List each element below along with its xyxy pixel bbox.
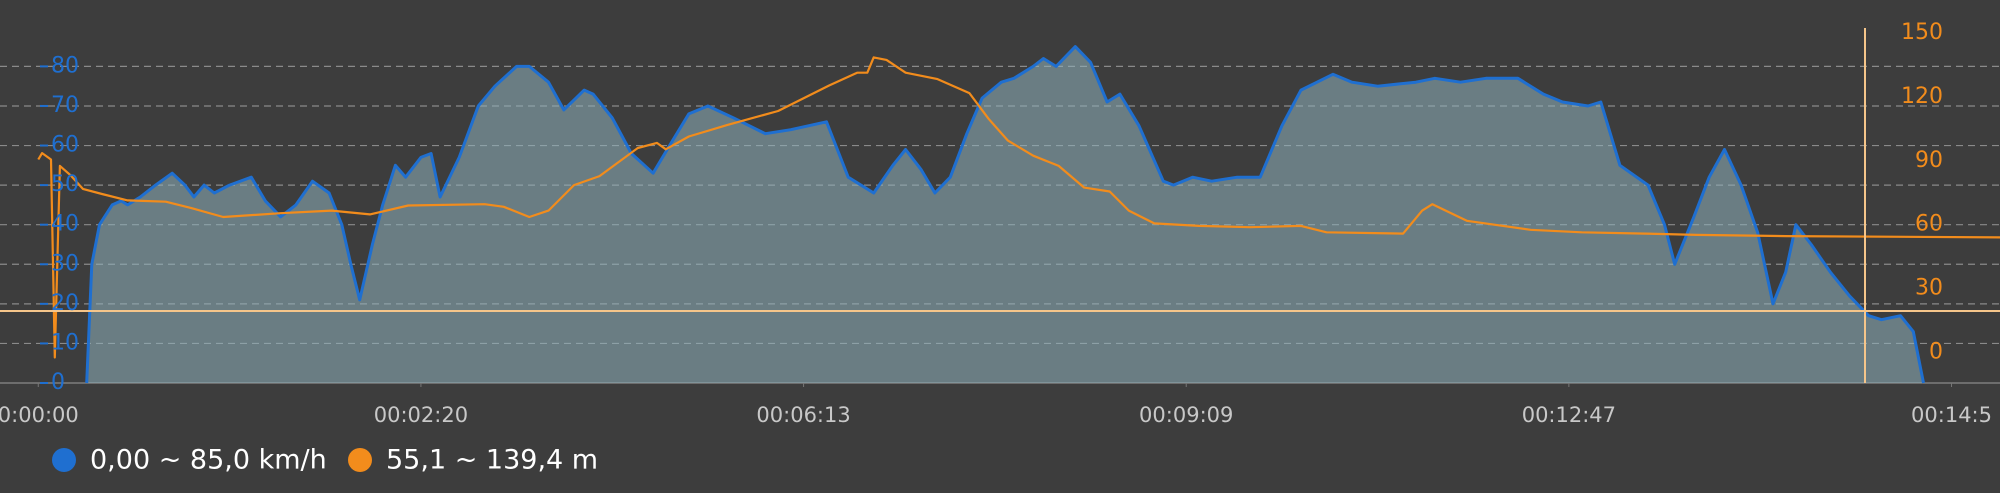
x-tick-label: 0:00:00 (0, 403, 79, 427)
y-tick-label: 80 (51, 53, 79, 78)
y2-tick-label: 120 (1901, 84, 1943, 109)
area (86, 46, 1924, 383)
legend-label: 55,1 ~ 139,4 m (386, 445, 598, 476)
legend: 0,00 ~ 85,0 km/h 55,1 ~ 139,4 m (52, 445, 598, 476)
x-tick-label: 00:12:47 (1522, 403, 1616, 427)
y-tick-label: 20 (51, 291, 79, 316)
y-tick-label: 10 (51, 330, 79, 355)
y2-tick-label: 60 (1915, 212, 1943, 237)
y-tick-label: 70 (51, 93, 79, 118)
x-tick-label: 00:14:5 (1911, 403, 1992, 427)
y2-tick-label: 90 (1915, 148, 1943, 173)
y2-tick-label: 30 (1915, 276, 1943, 301)
y2-tick-label: 150 (1901, 20, 1943, 45)
y2-tick-label: 0 (1929, 339, 1943, 364)
y-tick-label: 60 (51, 133, 79, 158)
plot-area (37, 45, 2000, 384)
line (37, 56, 2000, 359)
axes: 0 10 20 30 40 50 60 70 80 0 30 60 90 120 150 0:00:00 00:… (0, 20, 1992, 427)
x-tick-label: 00:06:13 (756, 403, 850, 427)
line (85, 45, 1925, 384)
y-tick-label: 30 (51, 251, 79, 276)
x-tick-label: 00:09:09 (1139, 403, 1233, 427)
y-tick-label: 40 (51, 212, 79, 237)
legend-label: 0,00 ~ 85,0 km/h (90, 445, 327, 476)
legend-marker (52, 448, 76, 472)
y-tick-label: 50 (51, 172, 79, 197)
legend-marker (348, 448, 372, 472)
x-tick-label: 00:02:20 (374, 403, 468, 427)
y-tick-label: 0 (51, 370, 65, 395)
